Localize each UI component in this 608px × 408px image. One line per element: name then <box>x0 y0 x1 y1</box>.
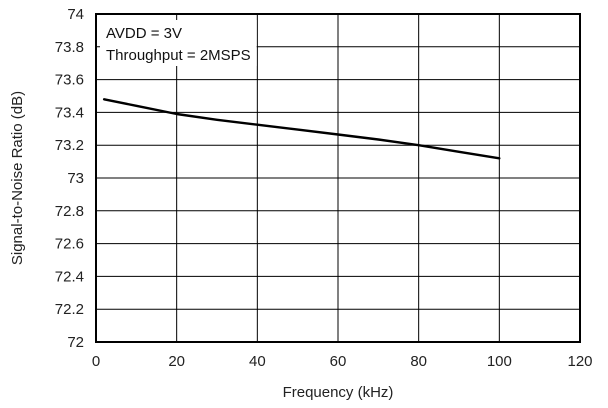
x-tick-label: 0 <box>92 353 100 370</box>
y-tick-label: 72 <box>67 334 84 351</box>
x-axis-title: Frequency (kHz) <box>283 384 394 401</box>
y-tick-label: 72.6 <box>55 236 84 253</box>
x-tick-label: 60 <box>330 353 347 370</box>
y-tick-label: 72.8 <box>55 203 84 220</box>
series-line <box>102 98 501 160</box>
plot-frame <box>95 13 581 343</box>
y-tick-label: 74 <box>67 6 84 23</box>
y-ticks: 72 72.2 72.4 72.6 72.8 73 73.2 73.4 73.6 73.8 74 <box>55 6 84 351</box>
x-tick-label: 100 <box>487 353 512 370</box>
y-tick-label: 72.2 <box>55 301 84 318</box>
y-tick-label: 73.6 <box>55 72 84 89</box>
x-tick-label: 120 <box>567 353 592 370</box>
grid <box>96 14 580 342</box>
y-tick-label: 73.8 <box>55 39 84 56</box>
annotation-throughput: Throughput = 2MSPS <box>106 47 251 64</box>
y-axis-title: Signal-to-Noise Ratio (dB) <box>9 91 26 265</box>
y-tick-label: 73.2 <box>55 137 84 154</box>
annotation-background <box>100 20 257 66</box>
y-tick-label: 72.4 <box>55 268 84 285</box>
x-ticks: 0 20 40 60 80 100 120 <box>92 353 593 370</box>
x-tick-label: 80 <box>410 353 427 370</box>
annotation-avdd: AVDD = 3V <box>106 25 182 42</box>
y-tick-label: 73.4 <box>55 104 84 121</box>
series-layer <box>102 98 501 160</box>
y-tick-label: 73 <box>67 170 84 187</box>
x-tick-label: 40 <box>249 353 266 370</box>
x-tick-label: 20 <box>168 353 185 370</box>
